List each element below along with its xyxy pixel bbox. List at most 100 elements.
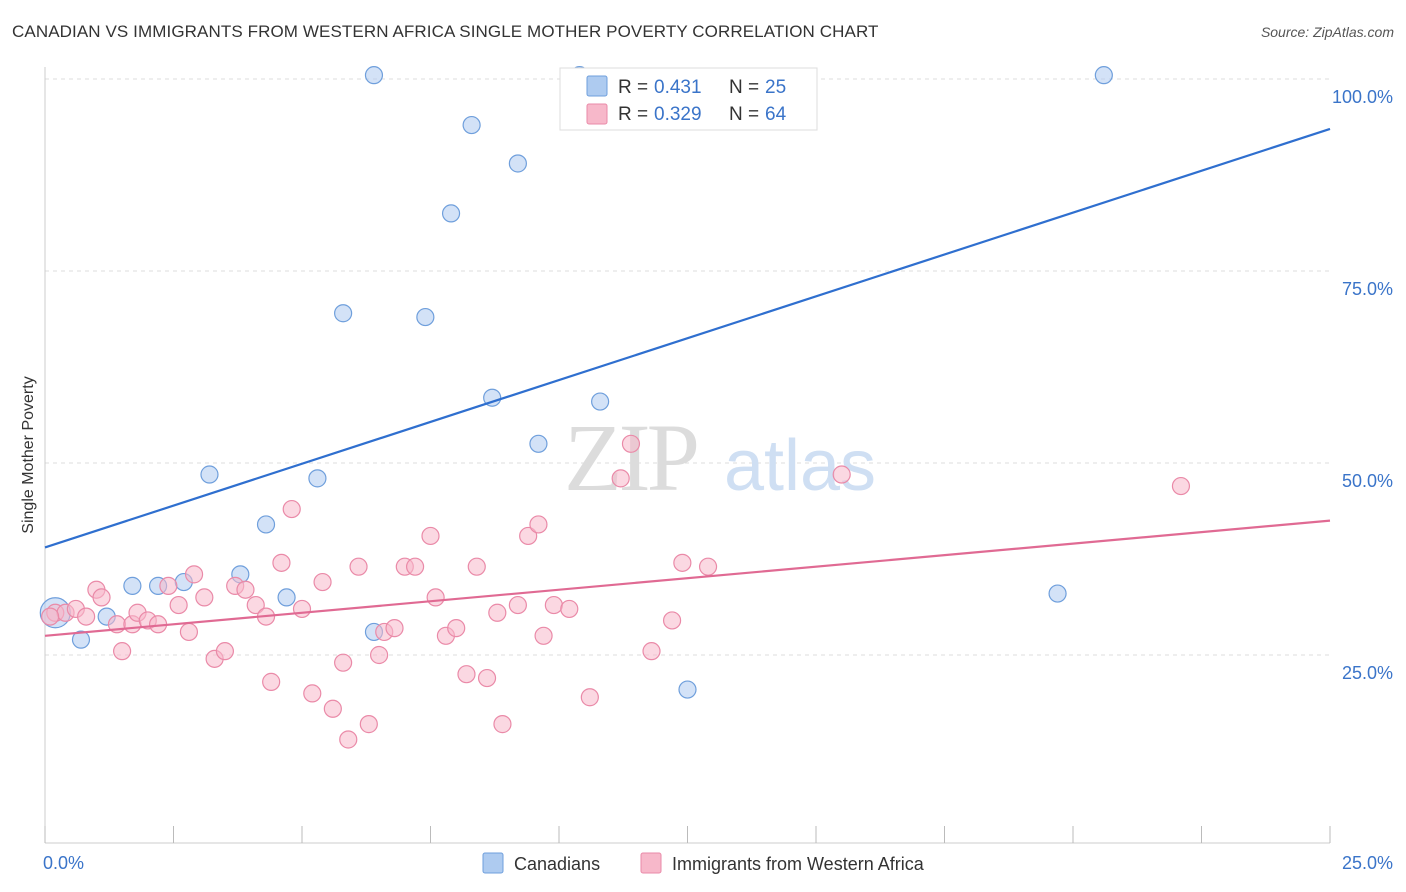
- point-immigrants: [477, 668, 497, 688]
- point-canadians: [364, 66, 384, 85]
- point-immigrants: [184, 565, 204, 584]
- legend-r-label-0: R =: [618, 77, 648, 98]
- point-immigrants: [421, 526, 440, 546]
- source-label: Source: ZipAtlas.com: [1260, 24, 1394, 40]
- axes: [44, 67, 1331, 844]
- point-canadians: [1048, 584, 1067, 603]
- legend-n-label-0: N =: [729, 77, 759, 98]
- point-immigrants: [282, 499, 301, 519]
- point-immigrants: [323, 699, 342, 718]
- point-immigrants: [673, 553, 692, 572]
- y-tick-label: 75.0%: [1342, 279, 1393, 299]
- y-tick-label: 50.0%: [1342, 471, 1393, 491]
- trendline-immigrants: [44, 519, 1331, 637]
- point-immigrants: [529, 515, 548, 534]
- point-immigrants: [349, 557, 368, 576]
- y-axis-label: Single Mother Poverty: [20, 376, 37, 533]
- scatter-points: [39, 66, 1191, 749]
- point-immigrants: [534, 626, 553, 645]
- point-immigrants: [698, 557, 718, 576]
- point-canadians: [462, 115, 481, 135]
- watermark: ZIP atlas: [564, 404, 876, 511]
- point-immigrants: [246, 595, 265, 615]
- point-canadians: [1094, 66, 1113, 85]
- point-immigrants: [339, 730, 358, 749]
- point-immigrants: [41, 607, 60, 626]
- legend-label-canadians: Canadians: [514, 854, 600, 874]
- point-canadians: [200, 465, 219, 484]
- point-immigrants: [303, 684, 322, 703]
- point-immigrants: [292, 599, 312, 619]
- legend-n-value-1: 64: [765, 104, 787, 125]
- point-canadians: [334, 304, 353, 323]
- point-immigrants: [405, 557, 425, 576]
- point-immigrants: [621, 434, 641, 453]
- point-immigrants: [832, 465, 851, 484]
- point-immigrants: [508, 595, 527, 615]
- legend-r-label-1: R =: [618, 104, 648, 125]
- legend-n-value-0: 25: [765, 77, 786, 98]
- watermark-atlas: atlas: [724, 426, 876, 506]
- point-canadians: [441, 204, 461, 223]
- point-canadians: [529, 434, 548, 453]
- chart-title: CANADIAN VS IMMIGRANTS FROM WESTERN AFRI…: [12, 22, 879, 41]
- correlation-legend: R = 0.431 N = 25 R = 0.329 N = 64: [559, 67, 818, 131]
- legend-swatch-pink: [586, 103, 608, 125]
- point-canadians: [256, 515, 276, 534]
- point-immigrants: [112, 642, 132, 661]
- point-immigrants: [359, 715, 378, 734]
- point-immigrants: [493, 715, 512, 734]
- point-immigrants: [370, 645, 389, 665]
- point-canadians: [416, 307, 435, 327]
- point-immigrants: [642, 642, 661, 661]
- x-tick-label: 0.0%: [43, 853, 84, 873]
- trendline-canadians: [44, 127, 1331, 549]
- point-immigrants: [467, 557, 486, 576]
- point-immigrants: [385, 619, 404, 638]
- trend-lines: [44, 127, 1331, 637]
- point-immigrants: [611, 469, 630, 488]
- point-immigrants: [92, 588, 111, 607]
- point-immigrants: [1171, 476, 1191, 496]
- point-immigrants: [195, 588, 214, 607]
- legend-r-value-0: 0.431: [654, 77, 702, 98]
- point-immigrants: [426, 588, 445, 607]
- point-canadians: [678, 680, 697, 699]
- point-canadians: [508, 154, 527, 173]
- point-immigrants: [334, 653, 353, 672]
- point-immigrants: [488, 603, 507, 622]
- point-immigrants: [262, 672, 281, 691]
- point-canadians: [308, 469, 327, 488]
- point-immigrants: [236, 580, 255, 599]
- y-tick-labels: 25.0% 50.0% 75.0% 100.0%: [1332, 87, 1393, 683]
- point-immigrants: [447, 619, 466, 638]
- point-immigrants: [215, 642, 234, 661]
- y-tick-label: 25.0%: [1342, 663, 1393, 683]
- legend-label-immigrants: Immigrants from Western Africa: [672, 854, 925, 874]
- point-immigrants: [159, 576, 178, 595]
- legend-n-label-1: N =: [729, 104, 759, 125]
- x-tick-labels: 0.0% 25.0%: [43, 853, 1393, 873]
- point-immigrants: [560, 599, 579, 619]
- legend-swatch-immigrants: [640, 852, 662, 874]
- x-tick-label: 25.0%: [1342, 853, 1393, 873]
- point-immigrants: [662, 611, 682, 630]
- point-canadians: [483, 388, 502, 407]
- point-immigrants: [77, 607, 96, 626]
- point-immigrants: [457, 665, 476, 684]
- point-immigrants: [519, 526, 538, 546]
- point-immigrants: [544, 595, 563, 615]
- point-immigrants: [179, 622, 199, 642]
- point-immigrants: [169, 595, 188, 615]
- point-immigrants: [580, 688, 599, 707]
- point-canadians: [123, 576, 142, 595]
- y-tick-label: 100.0%: [1332, 87, 1393, 107]
- point-canadians: [591, 392, 610, 411]
- point-immigrants: [272, 553, 291, 572]
- series-legend: Canadians Immigrants from Western Africa: [482, 852, 925, 874]
- legend-swatch-canadians: [482, 852, 504, 874]
- legend-swatch-blue: [586, 75, 608, 97]
- point-immigrants: [313, 572, 332, 592]
- point-canadians: [277, 588, 296, 607]
